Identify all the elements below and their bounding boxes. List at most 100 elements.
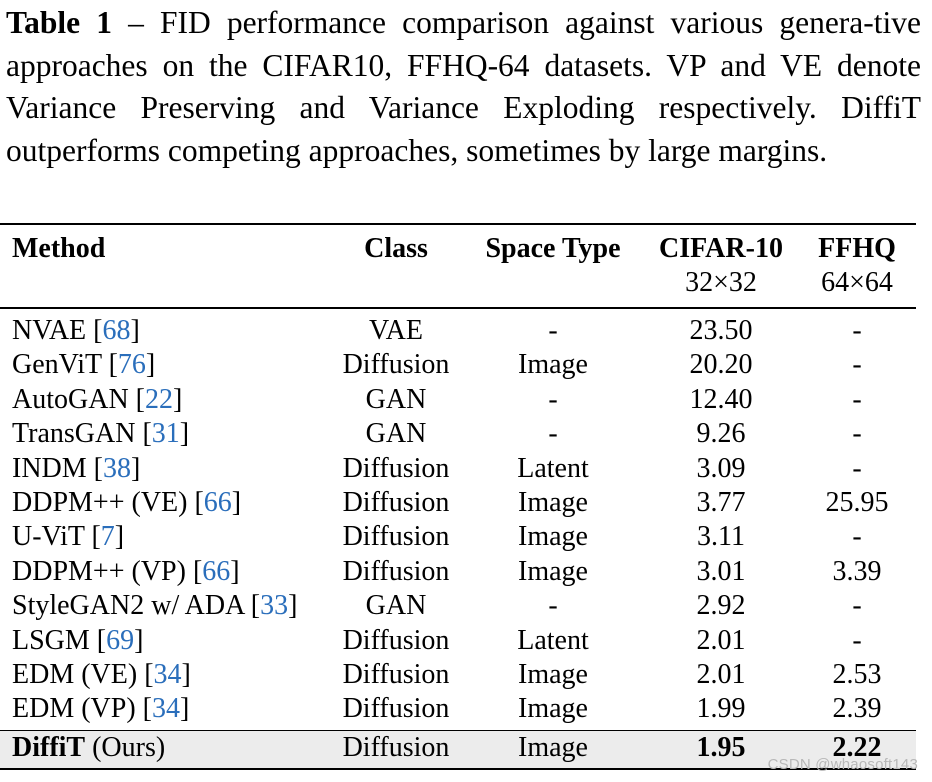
table-row-cifar-fid: 2.01: [696, 624, 746, 656]
method-name: StyleGAN2 w/ ADA: [12, 590, 244, 622]
header-cifar-resolution: 32×32: [685, 267, 757, 298]
method-name: INDM: [12, 452, 87, 484]
header-cifar: CIFAR-10: [659, 233, 783, 264]
table-row-method: StyleGAN2 w/ ADA [33]: [12, 590, 298, 622]
header-ffhq-resolution: 64×64: [821, 267, 893, 298]
table-row-space-type: Image: [518, 659, 588, 690]
table-row-ffhq-fid: 3.39: [832, 555, 882, 587]
table-row-ffhq-fid: 25.95: [825, 487, 889, 518]
header-ffhq: FFHQ: [818, 233, 896, 264]
caption-label: Table 1: [6, 5, 112, 40]
citation-link[interactable]: 33: [260, 590, 289, 622]
table-row-cifar-fid: 3.01: [696, 555, 746, 587]
method-name: AutoGAN: [12, 383, 129, 415]
table-row-method: NVAE [68]: [12, 315, 140, 346]
citation-link[interactable]: 68: [102, 315, 131, 346]
table-row-space-type: Image: [518, 349, 588, 381]
method-name: TransGAN: [12, 418, 136, 450]
table-row-class: Diffusion: [342, 693, 450, 725]
ours-class: Diffusion: [342, 732, 450, 763]
table-row-ffhq-fid: -: [852, 383, 862, 415]
header-class: Class: [364, 233, 428, 264]
ours-space-type: Image: [518, 732, 588, 763]
method-name: LSGM: [12, 624, 90, 656]
table-row-method: EDM (VP) [34]: [12, 693, 190, 725]
table-row-space-type: -: [548, 315, 558, 346]
method-name: GenViT: [12, 349, 102, 381]
table-row-ffhq-fid: -: [852, 349, 862, 381]
table-row-cifar-fid: 20.20: [689, 349, 753, 381]
table-row-space-type: Image: [518, 521, 588, 553]
table-row-ffhq-fid: -: [852, 590, 862, 622]
method-name: NVAE: [12, 315, 87, 346]
ours-cifar-fid: 1.95: [696, 732, 746, 763]
table-top-rule: [0, 223, 916, 225]
table-bottom-rule: [0, 768, 916, 770]
citation-link[interactable]: 7: [100, 521, 115, 553]
table-header-rule: [0, 307, 916, 309]
ours-method-name: DiffiT: [12, 732, 86, 763]
table-row-space-type: Image: [518, 693, 588, 725]
table-row-class: Diffusion: [342, 555, 450, 587]
table-row-cifar-fid: 23.50: [689, 315, 753, 346]
table-row-method: GenViT [76]: [12, 349, 156, 381]
citation-link[interactable]: 66: [202, 555, 231, 587]
table-row-cifar-fid: 1.99: [696, 693, 746, 725]
table-caption: Table 1 – FID performance comparison aga…: [6, 2, 921, 172]
table-row-cifar-fid: 2.01: [696, 659, 746, 690]
table-row-space-type: Latent: [517, 624, 589, 656]
table-row-cifar-fid: 3.11: [697, 521, 745, 553]
ours-ffhq-fid: 2.22: [832, 732, 882, 763]
table-row-cifar-fid: 2.92: [696, 590, 746, 622]
table-row-class: Diffusion: [342, 487, 450, 518]
table-row-space-type: Image: [518, 555, 588, 587]
table-row-cifar-fid: 3.09: [696, 452, 746, 484]
caption-text: – FID performance comparison against var…: [6, 5, 921, 168]
table-row-ffhq-fid: -: [852, 624, 862, 656]
table-row-class: VAE: [369, 315, 423, 346]
method-name: DDPM++ (VP): [12, 555, 186, 587]
table-row-ffhq-fid: 2.39: [832, 693, 882, 725]
table-row-ffhq-fid: -: [852, 452, 862, 484]
table-row-class: Diffusion: [342, 624, 450, 656]
citation-link[interactable]: 34: [153, 659, 182, 690]
table-row-class: Diffusion: [342, 521, 450, 553]
table-row-cifar-fid: 3.77: [696, 487, 746, 518]
table-row-method: TransGAN [31]: [12, 418, 190, 450]
citation-link[interactable]: 34: [152, 693, 180, 725]
table-row-ffhq-fid: -: [852, 521, 862, 553]
table-row-space-type: Latent: [517, 452, 589, 484]
table-row-class: GAN: [365, 590, 427, 622]
table-row-class: GAN: [365, 418, 427, 450]
method-name: EDM (VE): [12, 659, 138, 690]
citation-link[interactable]: 76: [117, 349, 146, 381]
table-row-class: Diffusion: [342, 659, 450, 690]
table-row-class: GAN: [365, 383, 427, 415]
table-row-method: EDM (VE) [34]: [12, 659, 191, 690]
method-name: U-ViT: [12, 521, 85, 553]
citation-link[interactable]: 69: [106, 624, 135, 656]
table-row-method: U-ViT [7]: [12, 521, 125, 553]
method-name: DDPM++ (VE): [12, 487, 188, 518]
table-row-ffhq-fid: -: [852, 418, 862, 450]
table-row-class: Diffusion: [342, 452, 450, 484]
table-row-ffhq-fid: 2.53: [832, 659, 882, 690]
ours-method: DiffiT (Ours): [12, 731, 165, 765]
table-row-cifar-fid: 9.26: [696, 418, 746, 450]
citation-link[interactable]: 38: [103, 452, 131, 484]
ours-row-highlight: [0, 731, 916, 768]
header-space-type: Space Type: [485, 233, 621, 264]
table-row-class: Diffusion: [342, 349, 450, 381]
table-row-method: DDPM++ (VE) [66]: [12, 487, 242, 518]
header-method: Method: [12, 233, 106, 264]
table-row-cifar-fid: 12.40: [689, 383, 753, 415]
table-row-space-type: -: [548, 383, 558, 415]
table-row-ffhq-fid: -: [852, 315, 862, 346]
table-row-method: INDM [38]: [12, 452, 141, 484]
method-name: EDM (VP): [12, 693, 136, 725]
table-row-space-type: -: [548, 590, 558, 622]
citation-link[interactable]: 31: [151, 418, 180, 450]
citation-link[interactable]: 22: [145, 383, 173, 415]
ours-method-suffix: (Ours): [92, 732, 166, 763]
citation-link[interactable]: 66: [203, 487, 232, 518]
